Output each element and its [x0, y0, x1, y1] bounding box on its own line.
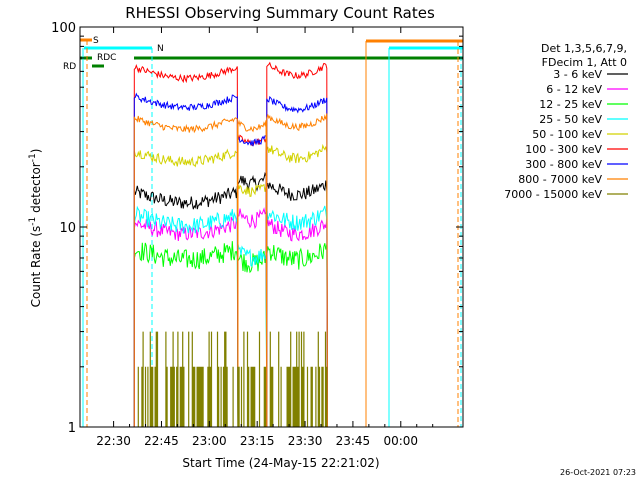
- series-line-5: [133, 63, 239, 428]
- series-line-4: [133, 148, 239, 428]
- series-line-6: [237, 135, 268, 428]
- x-tick-label: 23:15: [240, 434, 275, 448]
- legend-entry-label: 800 - 7000 keV: [518, 173, 602, 186]
- series-line-7: [133, 115, 239, 428]
- series-line-7: [237, 119, 268, 428]
- series-line-7: [266, 113, 328, 428]
- chart-title: RHESSI Observing Summary Count Rates: [125, 4, 435, 22]
- series-line-5: [266, 61, 328, 428]
- x-tick-label: 00:00: [383, 434, 418, 448]
- legend-entry-label: 6 - 12 keV: [546, 83, 602, 96]
- s-flag-label: S: [93, 36, 99, 46]
- plot-area: S N RDC RD: [63, 36, 463, 428]
- rdc-flag-label: RDC: [97, 53, 116, 63]
- y-axis-label-sup1: -1: [28, 217, 38, 226]
- legend-entry-label: 50 - 100 keV: [532, 128, 602, 141]
- x-axis-label: Start Time (24-May-15 22:21:02): [182, 456, 379, 470]
- series-line-0: [133, 185, 239, 428]
- x-tick-label: 23:45: [336, 434, 371, 448]
- legend-entry-label: 100 - 300 keV: [525, 143, 602, 156]
- series-line-6: [266, 95, 328, 428]
- legend-header-line1: Det 1,3,5,6,7,9,: [541, 42, 627, 55]
- legend-entry-label: 12 - 25 keV: [539, 98, 602, 111]
- series-line-3: [133, 205, 239, 428]
- series-line-2: [133, 241, 239, 428]
- y-axis-label-part3: ): [29, 149, 43, 154]
- y-axis-label-part2: detector: [29, 162, 43, 217]
- n-flag-label: N: [157, 44, 164, 54]
- y-axis-label-part1: Count Rate (s: [29, 226, 43, 308]
- x-tick-label: 23:00: [192, 434, 227, 448]
- series-line-0: [237, 171, 268, 428]
- y-tick-label: 10: [59, 221, 76, 236]
- legend-entry-label: 25 - 50 keV: [539, 113, 602, 126]
- y-axis-label-sup2: -1: [28, 153, 38, 162]
- y-tick-label: 1: [68, 421, 76, 436]
- legend-entry-label: 3 - 6 keV: [553, 68, 602, 81]
- legend-entry-label: 300 - 800 keV: [525, 158, 602, 171]
- legend-header-line2: FDecim 1, Att 0: [542, 56, 627, 69]
- legend-entry-label: 7000 - 15000 keV: [504, 188, 602, 201]
- x-tick-label: 22:45: [144, 434, 179, 448]
- y-tick-label: 100: [51, 21, 76, 36]
- axes: 22:30 22:45 23:00 23:15 23:30 23:45 00:00 1 10 10…: [51, 21, 463, 448]
- series-line-3: [266, 205, 328, 428]
- x-tick-label: 22:30: [96, 434, 131, 448]
- footer-timestamp: 26-Oct-2021 07:23: [560, 468, 636, 477]
- rd-flag-label: RD: [63, 62, 76, 72]
- series-line-8: [137, 331, 328, 427]
- y-axis-label: Count Rate (s-1 detector-1): [28, 149, 43, 308]
- series-line-1: [266, 218, 328, 428]
- series-line-4: [266, 143, 328, 428]
- series-line-2: [266, 243, 328, 428]
- legend: Det 1,3,5,6,7,9, FDecim 1, Att 0 3 - 6 k…: [504, 42, 628, 201]
- series-line-0: [266, 180, 328, 428]
- x-tick-label: 23:30: [288, 434, 323, 448]
- series-line-4: [237, 183, 268, 428]
- series-line-2: [237, 250, 268, 428]
- series-line-6: [133, 92, 239, 428]
- series-line-3: [237, 243, 268, 428]
- series-line-1: [237, 207, 268, 428]
